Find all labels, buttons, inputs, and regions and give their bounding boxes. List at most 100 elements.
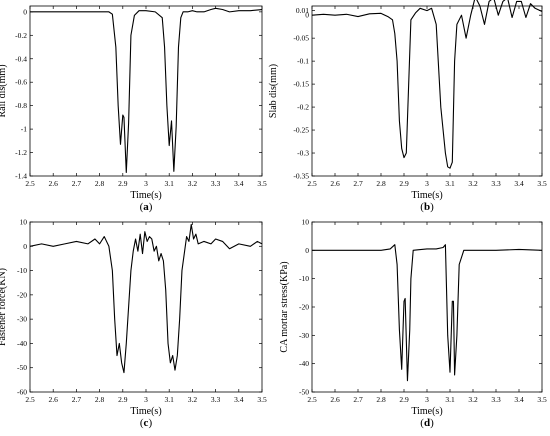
x-tick-label: 3.5 bbox=[257, 395, 267, 404]
plot-frame bbox=[29, 5, 263, 177]
y-tick-label: -0.1 bbox=[297, 57, 309, 66]
y-tick-label: 0 bbox=[23, 7, 27, 16]
y-tick-label: -0.2 bbox=[297, 103, 309, 112]
panel-label: (c) bbox=[140, 417, 153, 429]
y-axis-label: Slab dis(mm) bbox=[268, 64, 279, 118]
y-tick-label: -20 bbox=[299, 303, 309, 312]
x-tick-label: 3.2 bbox=[468, 395, 478, 404]
x-axis-label: Time(s) bbox=[411, 406, 442, 417]
y-tick-label: -0.35 bbox=[293, 172, 309, 181]
x-tick-label: 3.1 bbox=[165, 179, 175, 188]
y-tick-label: -10 bbox=[17, 266, 27, 275]
x-tick-label: 2.7 bbox=[353, 179, 363, 188]
y-tick-label: 0 bbox=[305, 246, 309, 255]
y-tick-label: -40 bbox=[17, 339, 27, 348]
x-tick-label: 3 bbox=[425, 179, 429, 188]
x-tick-label: 2.6 bbox=[330, 179, 340, 188]
x-tick-label: 3 bbox=[425, 395, 429, 404]
x-tick-label: 3.4 bbox=[234, 395, 244, 404]
x-tick-label: 2.7 bbox=[72, 395, 82, 404]
x-tick-label: 2.8 bbox=[95, 395, 105, 404]
y-axis-label: Fastener force(KN) bbox=[0, 268, 8, 346]
y-tick-label: -60 bbox=[17, 388, 27, 397]
y-tick-label: -1.2 bbox=[15, 148, 27, 157]
y-tick-label: -0.3 bbox=[297, 149, 309, 158]
x-tick-label: 3.4 bbox=[514, 179, 524, 188]
x-tick-label: 3.2 bbox=[188, 395, 198, 404]
x-axis-label: Time(s) bbox=[130, 406, 161, 417]
y-tick-label: -0.2 bbox=[15, 31, 27, 40]
series-line bbox=[30, 7, 263, 174]
x-tick-label: 2.5 bbox=[307, 395, 317, 404]
plot-frame bbox=[311, 5, 543, 177]
x-tick-label: 3.3 bbox=[491, 179, 501, 188]
x-tick-label: 2.6 bbox=[330, 395, 340, 404]
y-tick-label: -0.15 bbox=[293, 80, 309, 89]
x-tick-label: 3.1 bbox=[165, 395, 175, 404]
y-tick-label: -30 bbox=[299, 331, 309, 340]
y-tick-label: -1.4 bbox=[15, 172, 27, 181]
series-line bbox=[311, 0, 543, 169]
x-tick-label: 2.9 bbox=[399, 395, 409, 404]
x-tick-label: 2.7 bbox=[353, 395, 363, 404]
x-tick-label: 2.5 bbox=[25, 395, 35, 404]
series-line bbox=[312, 244, 543, 382]
x-tick-label: 3.3 bbox=[211, 395, 221, 404]
panel-label: (d) bbox=[420, 417, 434, 429]
x-tick-label: 3.5 bbox=[537, 395, 547, 404]
x-tick-label: 2.5 bbox=[307, 179, 317, 188]
y-axis-label: Rail dis(mm) bbox=[0, 64, 8, 117]
plot-frame bbox=[311, 221, 543, 393]
x-tick-label: 2.5 bbox=[25, 179, 35, 188]
y-tick-label: -0.05 bbox=[293, 34, 309, 43]
y-tick-label: -50 bbox=[17, 363, 27, 372]
x-tick-label: 3.1 bbox=[445, 395, 455, 404]
x-tick-label: 2.9 bbox=[118, 395, 128, 404]
x-tick-label: 3.3 bbox=[491, 395, 501, 404]
y-tick-label: 10 bbox=[20, 218, 28, 227]
chart-panel-d: 2.5 2.6 2.7 2.8 2.9 3 3.1 3.2 3.3 3.4 3.5 10 0 -10 -20… bbox=[279, 218, 547, 430]
x-tick-label: 3.2 bbox=[468, 179, 478, 188]
chart-panel-a: 2.5 2.6 2.7 2.8 2.9 3 3.1 3.2 3.3 3.4 3.5 0 -0.2 -0.4… bbox=[0, 5, 267, 213]
x-tick-label: 2.6 bbox=[49, 179, 59, 188]
y-tick-label: -40 bbox=[299, 359, 309, 368]
y-tick-label: -0.8 bbox=[15, 101, 27, 110]
y-tick-label: -50 bbox=[299, 388, 309, 397]
x-tick-label: 2.8 bbox=[376, 395, 386, 404]
x-tick-label: 3.3 bbox=[211, 179, 221, 188]
x-tick-label: 3.4 bbox=[514, 395, 524, 404]
y-tick-label: 0.01 bbox=[296, 6, 309, 15]
y-tick-label: 10 bbox=[302, 218, 310, 227]
y-tick-label: -0.6 bbox=[15, 78, 27, 87]
x-tick-label: 3.1 bbox=[445, 179, 455, 188]
x-tick-label: 3 bbox=[144, 179, 148, 188]
panel-label: (b) bbox=[420, 201, 434, 213]
series-line bbox=[29, 223, 263, 374]
panel-label: (a) bbox=[140, 201, 153, 213]
x-tick-label: 2.9 bbox=[118, 179, 128, 188]
x-tick-label: 3.5 bbox=[537, 179, 547, 188]
y-tick-label: 0 bbox=[23, 242, 27, 251]
x-tick-label: 2.9 bbox=[399, 179, 409, 188]
x-tick-label: 2.7 bbox=[72, 179, 82, 188]
x-tick-label: 2.8 bbox=[95, 179, 105, 188]
x-tick-label: 3.4 bbox=[234, 179, 244, 188]
chart-panel-b: 2.5 2.6 2.7 2.8 2.9 3 3.1 3.2 3.3 3.4 3.5 0.010 -0.0… bbox=[268, 0, 547, 213]
x-axis-label: Time(s) bbox=[130, 190, 161, 201]
x-tick-label: 3.5 bbox=[257, 179, 267, 188]
y-tick-label: -1 bbox=[21, 125, 27, 134]
y-tick-label: 0 bbox=[305, 11, 309, 20]
y-tick-label: -30 bbox=[17, 315, 27, 324]
y-tick-label: -0.4 bbox=[15, 54, 27, 63]
y-tick-label: -20 bbox=[17, 290, 27, 299]
y-tick-label: -0.25 bbox=[293, 126, 309, 135]
plot-frame bbox=[29, 221, 263, 393]
y-tick-label: -10 bbox=[299, 274, 309, 283]
x-axis-label: Time(s) bbox=[411, 190, 442, 201]
chart-panel-c: 2.5 2.6 2.7 2.8 2.9 3 3.1 3.2 3.3 3.4 3.5 10 0 -10 -20… bbox=[0, 218, 267, 430]
x-tick-label: 3.2 bbox=[188, 179, 198, 188]
x-tick-label: 3 bbox=[144, 395, 148, 404]
y-axis-label: CA mortar stress(KPa) bbox=[279, 261, 290, 352]
x-tick-label: 2.6 bbox=[49, 395, 59, 404]
